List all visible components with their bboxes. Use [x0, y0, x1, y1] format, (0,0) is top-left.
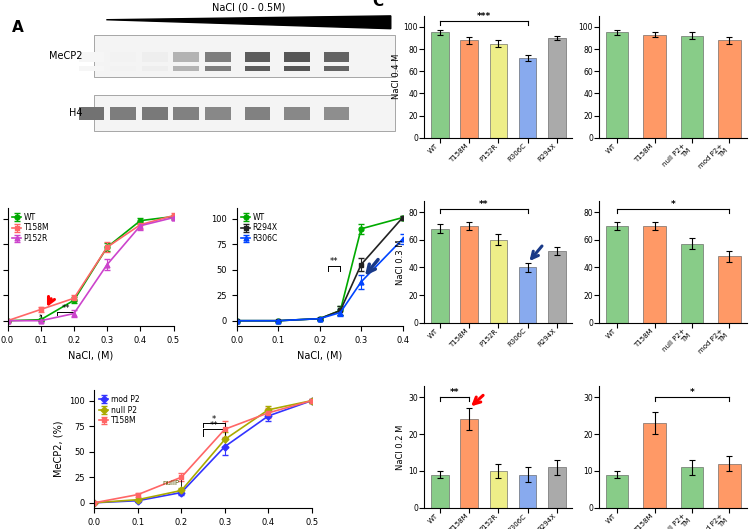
- Bar: [489, 240, 507, 323]
- Bar: [431, 229, 448, 323]
- Bar: [681, 244, 703, 323]
- Text: *: *: [671, 199, 676, 208]
- Bar: [519, 58, 537, 138]
- Text: *: *: [212, 415, 216, 424]
- Legend: WT, R294X, R306C: WT, R294X, R306C: [240, 212, 279, 244]
- Text: **: **: [210, 421, 218, 430]
- Polygon shape: [106, 16, 391, 29]
- Bar: [718, 463, 741, 508]
- Text: **: **: [450, 388, 459, 397]
- Bar: [643, 423, 666, 508]
- Bar: [519, 475, 537, 508]
- Bar: [606, 226, 628, 323]
- Bar: [431, 32, 448, 138]
- Bar: [548, 38, 565, 138]
- Text: NaCl (0 - 0.5M): NaCl (0 - 0.5M): [212, 2, 285, 12]
- Bar: [718, 40, 741, 138]
- Text: **: **: [330, 257, 338, 266]
- Bar: [205, 107, 231, 120]
- Bar: [245, 107, 270, 120]
- Text: H4: H4: [69, 108, 82, 118]
- Text: *: *: [39, 314, 42, 320]
- Bar: [606, 475, 628, 508]
- Bar: [681, 36, 703, 138]
- Bar: [110, 107, 136, 120]
- Bar: [174, 107, 199, 120]
- Bar: [519, 267, 537, 323]
- Bar: [489, 471, 507, 508]
- Text: A: A: [11, 20, 23, 35]
- Text: **: **: [479, 199, 488, 208]
- Text: nullP: nullP: [162, 480, 179, 486]
- Bar: [489, 43, 507, 138]
- Bar: [643, 35, 666, 138]
- Y-axis label: MeCP2, (%): MeCP2, (%): [54, 421, 63, 477]
- Bar: [174, 52, 199, 62]
- Bar: [284, 66, 310, 71]
- Bar: [461, 419, 478, 508]
- Bar: [142, 107, 168, 120]
- Bar: [324, 66, 350, 71]
- Y-axis label: NaCl 0.3 M: NaCl 0.3 M: [396, 239, 405, 285]
- X-axis label: NaCl, (M): NaCl, (M): [297, 350, 342, 360]
- Bar: [205, 66, 231, 71]
- X-axis label: NaCl, (M): NaCl, (M): [68, 350, 113, 360]
- Bar: [142, 52, 168, 62]
- Text: ***: ***: [476, 12, 491, 21]
- Bar: [142, 66, 168, 71]
- Bar: [284, 107, 310, 120]
- Y-axis label: NaCl 0.2 M: NaCl 0.2 M: [396, 424, 405, 470]
- Bar: [643, 226, 666, 323]
- Bar: [461, 226, 478, 323]
- Bar: [548, 467, 565, 508]
- Bar: [718, 257, 741, 323]
- Bar: [245, 52, 270, 62]
- Bar: [110, 66, 136, 71]
- Bar: [681, 467, 703, 508]
- Bar: [324, 52, 350, 62]
- Text: *: *: [689, 388, 695, 397]
- Bar: [431, 475, 448, 508]
- Bar: [205, 52, 231, 62]
- Bar: [79, 66, 104, 71]
- Text: MeCP2: MeCP2: [49, 51, 82, 61]
- Bar: [245, 66, 270, 71]
- Legend: WT, T158M, P152R: WT, T158M, P152R: [11, 212, 50, 244]
- Bar: [548, 251, 565, 323]
- Bar: [174, 66, 199, 71]
- Bar: [606, 32, 628, 138]
- Text: C: C: [372, 0, 384, 9]
- Bar: [94, 95, 395, 131]
- Legend: mod P2, null P2, T158M: mod P2, null P2, T158M: [98, 394, 140, 426]
- Bar: [79, 52, 104, 62]
- Y-axis label: NaCl 0.4 M: NaCl 0.4 M: [392, 54, 401, 99]
- Bar: [461, 40, 478, 138]
- Bar: [284, 52, 310, 62]
- Bar: [110, 52, 136, 62]
- Bar: [324, 107, 350, 120]
- Text: **: **: [61, 304, 70, 313]
- Bar: [79, 107, 104, 120]
- Bar: [94, 35, 395, 77]
